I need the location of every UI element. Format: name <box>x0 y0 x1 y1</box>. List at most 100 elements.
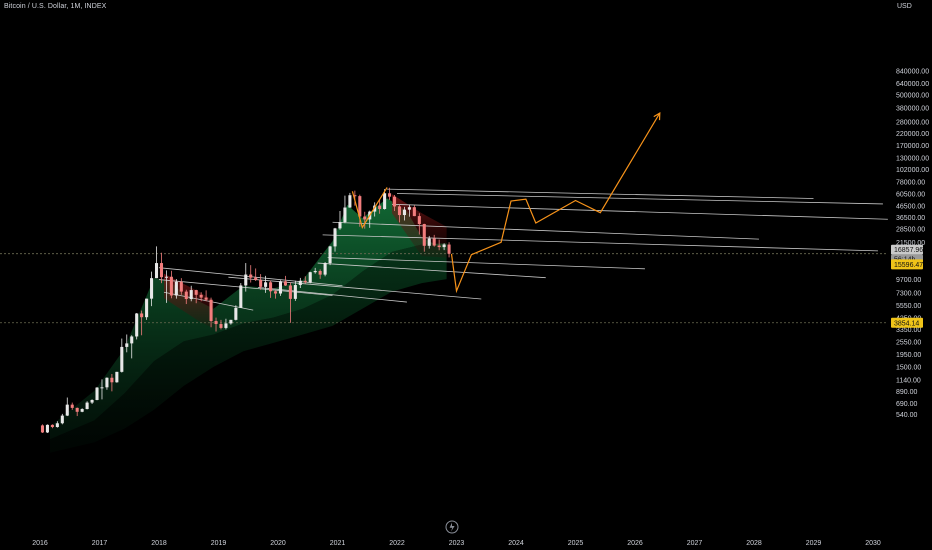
y-tick-label: 170000.00 <box>896 143 929 150</box>
candle-body <box>392 196 397 207</box>
candle-body <box>209 299 213 322</box>
horizontal-levels <box>0 253 888 324</box>
candle-body <box>412 207 416 217</box>
candle-body <box>189 290 193 300</box>
candle-2018-06 <box>184 289 188 305</box>
x-tick-label: 2022 <box>389 540 405 547</box>
candle-2019-01 <box>219 319 223 330</box>
candle-2018-03 <box>169 270 173 299</box>
candle-body <box>65 404 69 416</box>
candle-body <box>358 196 362 217</box>
candle-2022-10 <box>442 243 446 251</box>
candle-2019-12 <box>273 290 278 299</box>
candle-2018-09 <box>199 292 203 302</box>
logo-icon <box>445 520 459 534</box>
candle-body <box>45 424 49 433</box>
candle-2018-04 <box>174 279 178 299</box>
channel-line-4 <box>258 287 407 303</box>
candle-2016-07 <box>70 402 74 410</box>
candle-body <box>298 280 302 286</box>
channel-line-10 <box>392 203 888 220</box>
candle-body <box>70 404 74 408</box>
candle-2017-06 <box>125 334 129 353</box>
candle-2021-09 <box>378 200 382 214</box>
candle-body <box>234 307 238 320</box>
chart-title: Bitcoin / U.S. Dollar, 1M, INDEX <box>4 3 107 10</box>
y-tick-label: 890.00 <box>896 389 918 396</box>
y-tick-label: 640000.00 <box>896 81 929 88</box>
candle-2018-12 <box>214 317 218 332</box>
candle-2019-05 <box>239 283 243 308</box>
time-axis[interactable]: 2016 2017 2018 2019 2020 2021 2022 2023 2024 2025… <box>32 540 881 547</box>
candle-2018-05 <box>179 278 183 295</box>
x-tick-label: 2021 <box>330 540 346 547</box>
candle-body <box>283 281 287 286</box>
y-tick-label: 60500.00 <box>896 191 925 198</box>
candle-2020-05 <box>298 277 302 288</box>
candle-body <box>383 193 387 210</box>
channel-line-9 <box>387 188 814 199</box>
candle-2022-11 <box>447 242 451 258</box>
candle-2017-11 <box>150 271 154 307</box>
band-lower <box>49 243 447 453</box>
candle-2017-09 <box>140 310 144 336</box>
candle-2020-07 <box>308 271 312 284</box>
candle-2019-08 <box>254 268 258 282</box>
y-tick-label: 7300.00 <box>896 290 921 297</box>
candle-2020-09 <box>318 269 322 279</box>
low-level-badge-text: 15596.47 <box>894 262 923 269</box>
candle-body <box>447 244 451 254</box>
candle-2017-12 <box>154 246 159 279</box>
y-tick-label: 21500.00 <box>896 240 925 247</box>
candle-body <box>145 298 149 318</box>
candle-body <box>397 206 402 216</box>
y-tick-label: 36500.00 <box>896 215 925 222</box>
candle-2016-12 <box>95 387 99 401</box>
candle-body <box>249 274 253 278</box>
candle-body <box>264 282 268 287</box>
projection-forecast <box>450 112 661 294</box>
y-tick-label: 46500.00 <box>896 204 925 211</box>
candle-body <box>417 216 421 224</box>
candle-2021-12 <box>392 194 397 211</box>
candle-2016-04 <box>55 421 59 428</box>
candle-body <box>159 263 164 278</box>
x-tick-label: 2019 <box>211 540 227 547</box>
candle-2018-11 <box>209 297 213 328</box>
projection-lines <box>351 112 661 294</box>
candle-body <box>95 387 99 400</box>
candle-body <box>75 407 79 412</box>
candle-body <box>184 291 188 300</box>
channel-line-2 <box>163 291 254 311</box>
y-tick-label: 102000.00 <box>896 167 929 174</box>
y-tick-label: 840000.00 <box>896 68 929 75</box>
currency-label: USD <box>897 3 912 10</box>
candle-2019-03 <box>229 319 233 325</box>
candle-2020-03 <box>288 282 292 323</box>
candle-2016-11 <box>90 399 94 404</box>
x-tick-label: 2018 <box>151 540 167 547</box>
x-tick-label: 2025 <box>568 540 584 547</box>
x-tick-label: 2029 <box>806 540 822 547</box>
x-tick-label: 2020 <box>270 540 286 547</box>
candle-body <box>437 245 441 248</box>
candle-body <box>214 321 218 325</box>
x-tick-label: 2016 <box>32 540 48 547</box>
x-tick-label: 2026 <box>627 540 643 547</box>
candle-body <box>333 228 337 247</box>
candle-body <box>60 415 64 424</box>
candle-body <box>269 282 273 292</box>
candle-body <box>442 244 446 248</box>
candle-body <box>407 207 411 210</box>
candle-body <box>422 223 426 246</box>
support-badge: 3854.14 <box>891 317 923 328</box>
low-level-badge: 15596.47 <box>891 259 923 270</box>
y-tick-label: 3350.00 <box>896 327 921 334</box>
price-axis[interactable]: 840000.00 640000.00 500000.00 380000.00 2800… <box>896 68 929 419</box>
candle-body <box>164 276 168 278</box>
candle-body <box>259 280 263 287</box>
candle-body <box>244 274 248 286</box>
candle-body <box>154 263 159 279</box>
y-tick-label: 130000.00 <box>896 156 929 163</box>
